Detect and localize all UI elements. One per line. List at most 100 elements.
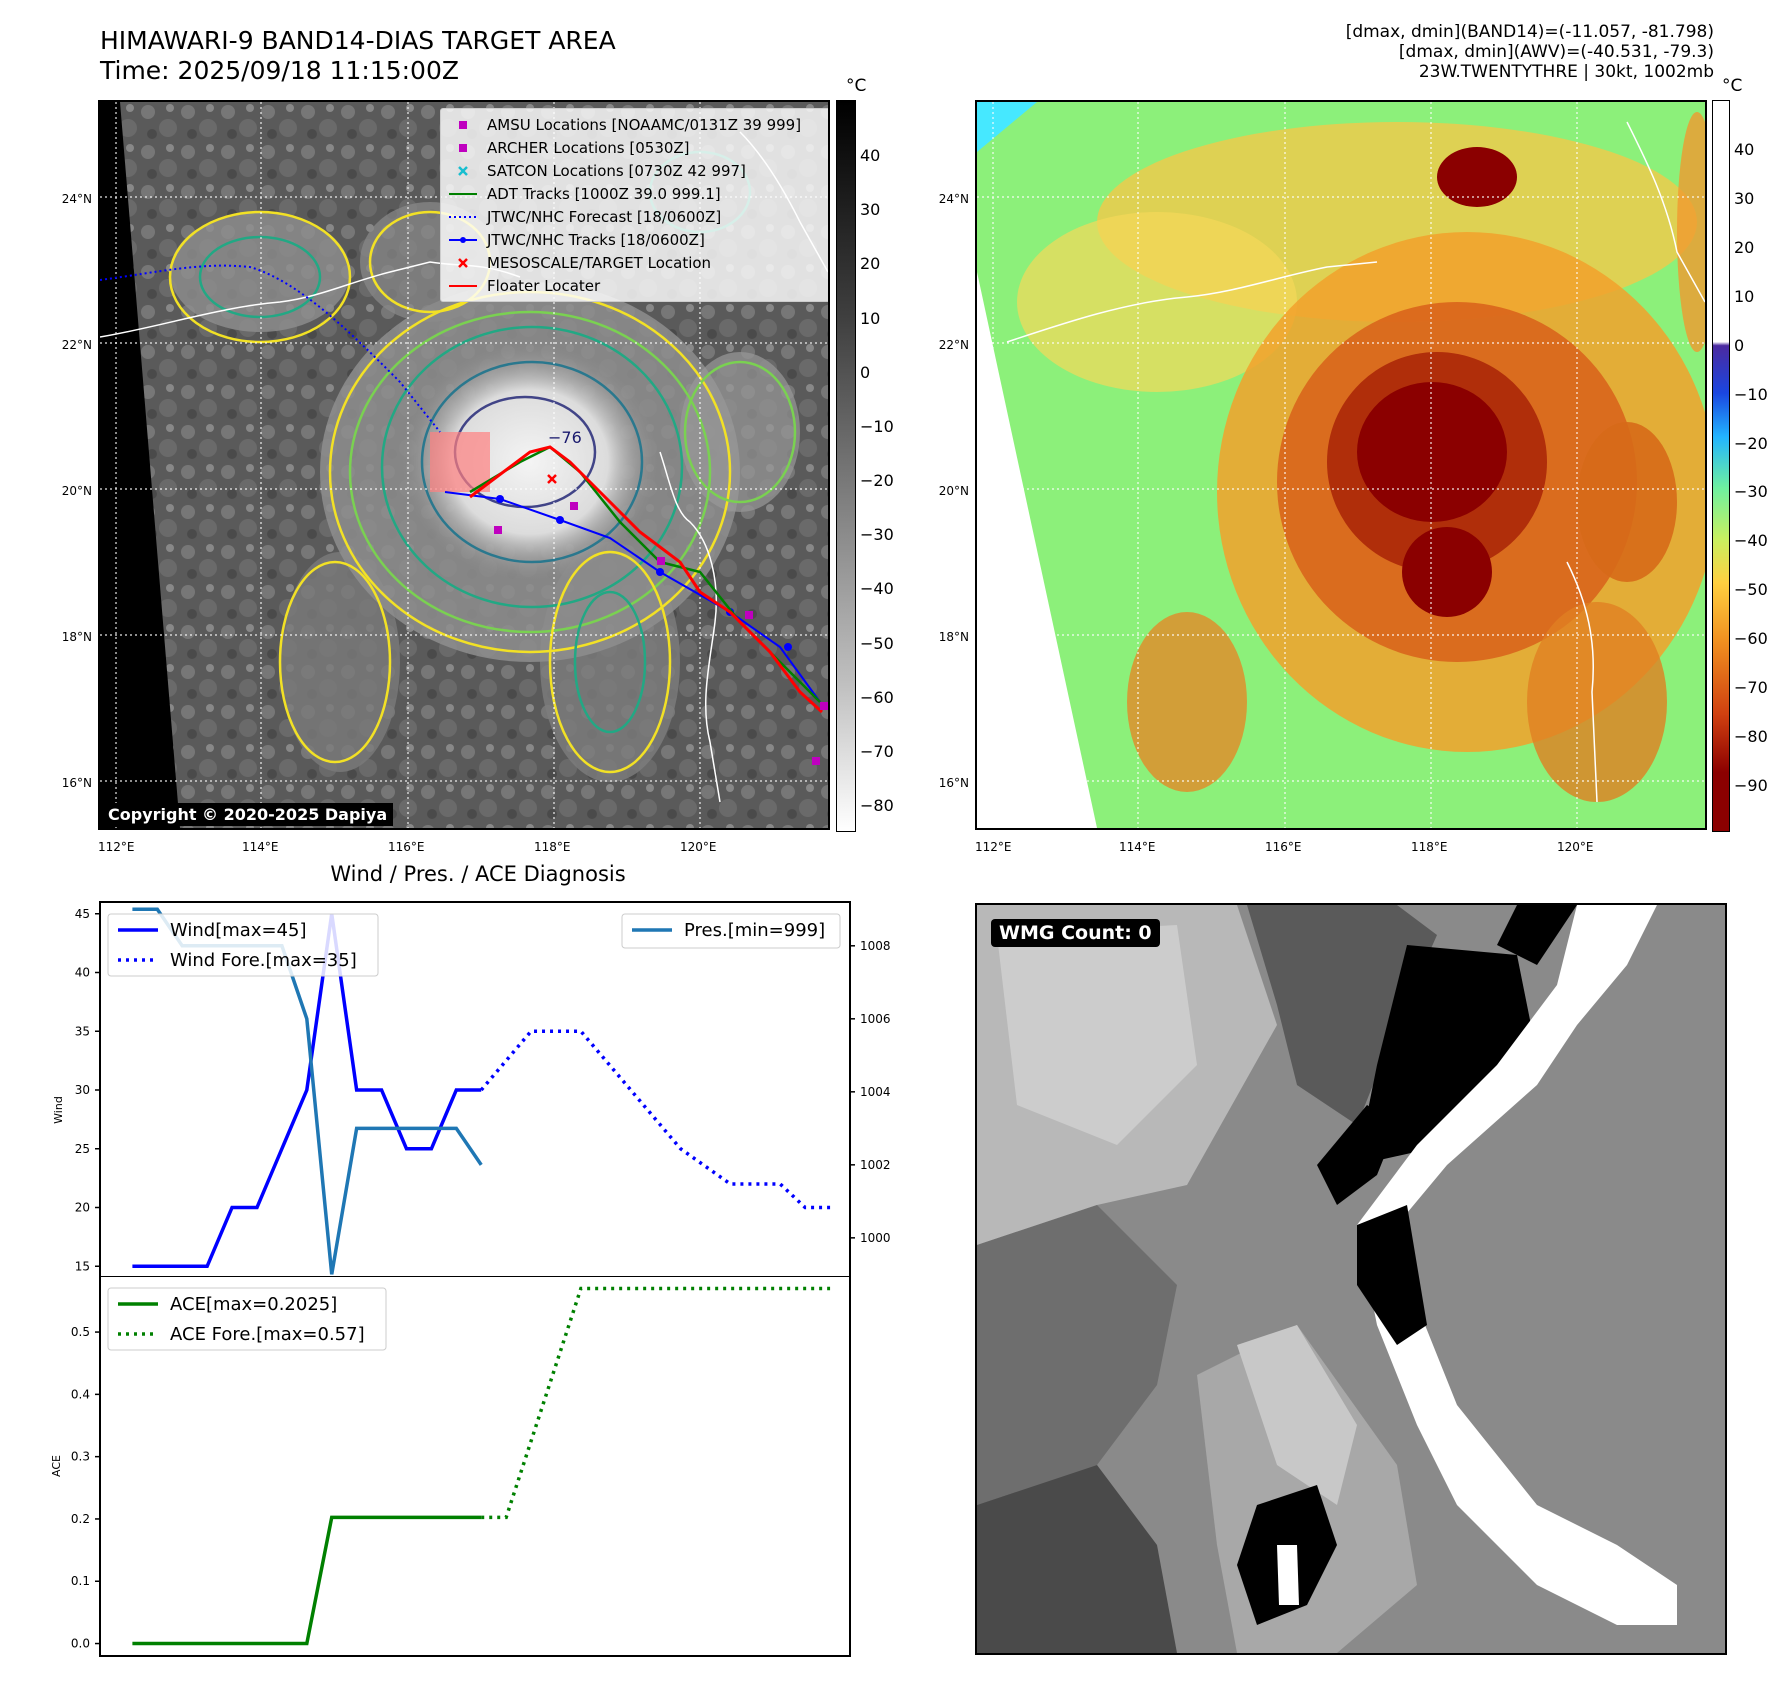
lon-tick: 118°E bbox=[1411, 840, 1448, 854]
colorbar-tick: 0 bbox=[1734, 335, 1745, 355]
legend-item: ARCHER Locations [0530Z] bbox=[445, 136, 827, 159]
wind-fore-legend-label: Wind Fore.[max=35] bbox=[170, 950, 357, 971]
colorbar-tick: −40 bbox=[860, 579, 894, 599]
wmg-count-label: WMG Count: 0 bbox=[991, 919, 1160, 947]
legend-label: ARCHER Locations [0530Z] bbox=[487, 138, 690, 157]
y2-tick-label: 1004 bbox=[860, 1085, 891, 1099]
figure-info: [dmax, dmin](BAND14)=(-11.057, -81.798) … bbox=[1346, 22, 1714, 82]
ace-chart: 0.0 0.1 0.2 0.3 0.4 0.5 ACE ACE[max=0.2025] ACE … bbox=[40, 1276, 920, 1666]
colorbar-tick: 20 bbox=[860, 254, 881, 274]
copyright-label: Copyright © 2020-2025 Dapiya bbox=[102, 803, 394, 826]
y-tick-label: 20 bbox=[75, 1201, 90, 1215]
colorbar-tick: 10 bbox=[860, 308, 881, 328]
wmg-image bbox=[977, 905, 1725, 1653]
legend-key-line bbox=[445, 186, 481, 202]
lon-tick: 116°E bbox=[1265, 840, 1302, 854]
colorbar-tick: −20 bbox=[1734, 433, 1768, 453]
series-line-wind-1 bbox=[479, 1029, 831, 1210]
awv-colorbar-ticks: 40 30 20 10 0 −10 −20 −30 −40 −50 −60 −70 −80 −90 bbox=[1734, 100, 1792, 830]
wmg-panel: WMG Count: 0 bbox=[975, 903, 1727, 1655]
y-tick-label: 15 bbox=[75, 1259, 90, 1273]
ir-map-panel: −76 AMSU Locations [NOAAMC/0131Z 39 999]… bbox=[98, 100, 830, 830]
y-tick-label: 40 bbox=[75, 966, 90, 980]
legend-label: SATCON Locations [0730Z 42 997] bbox=[487, 161, 746, 180]
colorbar-tick: −10 bbox=[1734, 384, 1768, 404]
wind-axis-title: Wind bbox=[52, 1096, 65, 1124]
lon-tick: 114°E bbox=[242, 840, 279, 854]
awv-colorbar-unit: °C bbox=[1722, 76, 1743, 96]
lat-tick: 20°N bbox=[938, 484, 969, 498]
series-line-ace-1 bbox=[481, 1286, 831, 1520]
colorbar-tick: 10 bbox=[1734, 286, 1755, 306]
colorbar-tick: −70 bbox=[860, 741, 894, 761]
colorbar-tick: −30 bbox=[1734, 482, 1768, 502]
wind-legend-box bbox=[107, 913, 379, 977]
title-line-2: Time: 2025/09/18 11:15:00Z bbox=[100, 56, 459, 85]
legend-label: ADT Tracks [1000Z 39.0 999.1] bbox=[487, 184, 721, 203]
lon-tick: 114°E bbox=[1119, 840, 1156, 854]
y-tick-label: 0.0 bbox=[71, 1637, 90, 1651]
y-tick-label: 0.2 bbox=[71, 1512, 90, 1526]
y2-tick-label: 1006 bbox=[860, 1012, 891, 1026]
wind-panel-title: Wind / Pres. / ACE Diagnosis bbox=[330, 862, 626, 886]
series-line-ace-0 bbox=[132, 1515, 482, 1646]
y-tick-label: 35 bbox=[75, 1024, 90, 1038]
y-tick-label: 0.1 bbox=[71, 1574, 90, 1588]
legend-label: JTWC/NHC Tracks [18/0600Z] bbox=[487, 230, 705, 249]
lat-tick: 24°N bbox=[61, 192, 92, 206]
y-tick-label: 25 bbox=[75, 1142, 90, 1156]
y2-tick-label: 1002 bbox=[860, 1158, 891, 1172]
legend-label: MESOSCALE/TARGET Location bbox=[487, 253, 712, 272]
pres-legend-box bbox=[621, 913, 841, 949]
series-line-wind-0 bbox=[132, 913, 482, 1268]
legend-item: SATCON Locations [0730Z 42 997] bbox=[445, 159, 827, 182]
lat-tick: 20°N bbox=[61, 484, 92, 498]
colorbar-tick: −70 bbox=[1734, 678, 1768, 698]
wind-pressure-chart: 15 20 25 30 35 40 45 1000 1002 1004 1006 1008 Wind Pr… bbox=[40, 900, 920, 1280]
awv-map-lon-ticks: 112°E 114°E 116°E 118°E 120°E bbox=[975, 840, 1707, 860]
lat-tick: 16°N bbox=[938, 776, 969, 790]
lon-tick: 118°E bbox=[534, 840, 571, 854]
info-line-1: [dmax, dmin](BAND14)=(-11.057, -81.798) bbox=[1345, 22, 1714, 42]
colorbar-tick: −10 bbox=[860, 416, 894, 436]
colorbar-tick: −90 bbox=[1734, 776, 1768, 795]
ir-colorbar bbox=[836, 100, 856, 832]
info-line-3: 23W.TWENTYTHRE | 30kt, 1002mb bbox=[1418, 62, 1714, 82]
legend-item: MESOSCALE/TARGET Location bbox=[445, 251, 827, 274]
y-tick-label: 45 bbox=[75, 907, 90, 921]
ace-fore-legend-label: ACE Fore.[max=0.57] bbox=[170, 1324, 365, 1345]
y-tick-label: 0.3 bbox=[71, 1450, 90, 1464]
map-legend: AMSU Locations [NOAAMC/0131Z 39 999] ARCH… bbox=[440, 108, 828, 302]
colorbar-tick: −80 bbox=[860, 796, 894, 815]
colorbar-tick: −60 bbox=[860, 687, 894, 707]
lon-tick: 112°E bbox=[975, 840, 1012, 854]
lat-tick: 22°N bbox=[61, 338, 92, 352]
legend-key-line bbox=[445, 278, 481, 294]
legend-label: Floater Locater bbox=[487, 276, 601, 295]
ace-axis-title: ACE bbox=[50, 1455, 63, 1477]
lon-tick: 120°E bbox=[680, 840, 717, 854]
colorbar-tick: 40 bbox=[860, 146, 881, 165]
ir-map-lon-ticks: 112°E 114°E 116°E 118°E 120°E bbox=[98, 840, 830, 860]
legend-key-x bbox=[445, 255, 481, 271]
y-tick-label: 30 bbox=[75, 1083, 90, 1097]
colorbar-tick: −50 bbox=[1734, 580, 1768, 600]
colorbar-tick: 20 bbox=[1734, 237, 1755, 257]
y-tick-label: 0.5 bbox=[71, 1325, 90, 1339]
colorbar-tick: −50 bbox=[860, 633, 894, 653]
legend-key-dotline bbox=[445, 232, 481, 248]
colorbar-tick: 30 bbox=[1734, 188, 1755, 208]
figure-title: HIMAWARI-9 BAND14-DIAS TARGET AREA Time:… bbox=[100, 26, 616, 86]
legend-item: JTWC/NHC Forecast [18/0600Z] bbox=[445, 205, 827, 228]
awv-map-lat-ticks: 24°N 22°N 20°N 18°N 16°N bbox=[917, 100, 973, 830]
legend-key-x bbox=[445, 163, 481, 179]
colorbar-tick: −80 bbox=[1734, 727, 1768, 747]
ir-map-lat-ticks: 24°N 22°N 20°N 18°N 16°N bbox=[40, 100, 96, 830]
colorbar-tick: 30 bbox=[860, 200, 881, 220]
info-line-2: [dmax, dmin](AWV)=(-40.531, -79.3) bbox=[1398, 42, 1714, 62]
awv-map-panel bbox=[975, 100, 1707, 830]
lat-tick: 24°N bbox=[938, 192, 969, 206]
lat-tick: 18°N bbox=[938, 630, 969, 644]
wind-legend-label: Wind[max=45] bbox=[170, 920, 307, 941]
contour-label: −76 bbox=[548, 428, 582, 447]
